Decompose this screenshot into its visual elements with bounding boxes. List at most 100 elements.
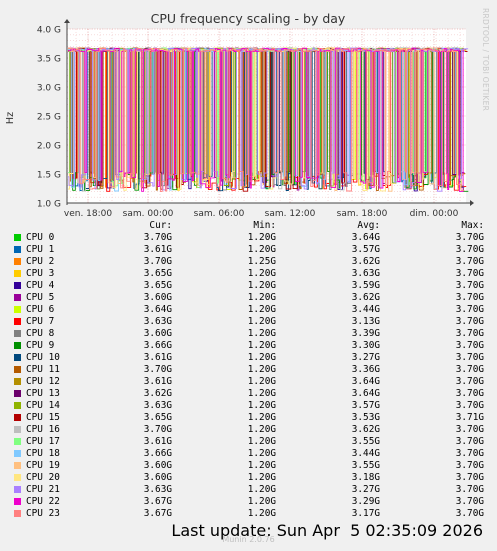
legend-row: CPU 7 3.63G 1.20G 3.13G 3.70G — [0, 316, 497, 328]
legend-avg-value: 3.53G — [351, 412, 380, 423]
legend-header-cur: Cur: — [149, 220, 172, 231]
legend-cur-value: 3.67G — [143, 508, 172, 519]
x-tick-label: ven. 18:00 — [64, 209, 112, 218]
legend-cur-value: 3.63G — [143, 400, 172, 411]
legend-cur-value: 3.65G — [143, 412, 172, 423]
legend-cur-value: 3.66G — [143, 448, 172, 459]
legend-min-value: 1.20G — [247, 436, 276, 447]
legend-series-name: CPU 1 — [26, 244, 55, 255]
y-axis-label: Hz — [5, 112, 16, 124]
y-tick-label: 1.0 G — [37, 200, 61, 210]
cpu-frequency-graph: CPU frequency scaling - by day Hz 1.0 G1… — [5, 11, 474, 218]
legend-max-value: 3.70G — [455, 424, 484, 435]
legend-row: CPU 6 3.64G 1.20G 3.44G 3.70G — [0, 304, 497, 316]
legend: Cur: Min: Avg: Max: CPU 0 3.70G 1.20G 3.64G… — [0, 220, 497, 520]
legend-row: CPU 9 3.66G 1.20G 3.30G 3.70G — [0, 340, 497, 352]
legend-avg-value: 3.64G — [351, 388, 380, 399]
legend-min-value: 1.20G — [247, 508, 276, 519]
legend-avg-value: 3.62G — [351, 292, 380, 303]
legend-swatch — [14, 318, 21, 325]
legend-avg-value: 3.39G — [351, 328, 380, 339]
legend-swatch — [14, 258, 21, 265]
legend-min-value: 1.20G — [247, 304, 276, 315]
munin-version: Munin 2.0.76 — [222, 535, 275, 544]
y-tick-label: 1.5 G — [37, 171, 61, 181]
legend-cur-value: 3.65G — [143, 268, 172, 279]
legend-max-value: 3.70G — [455, 364, 484, 375]
x-tick-labels: ven. 18:00 sam. 00:00 sam. 06:00 sam. 12:00… — [64, 209, 459, 218]
legend-avg-value: 3.55G — [351, 436, 380, 447]
legend-swatch — [14, 438, 21, 445]
axes — [64, 19, 474, 206]
legend-swatch — [14, 462, 21, 469]
legend-cur-value: 3.70G — [143, 256, 172, 267]
legend-swatch — [14, 246, 21, 253]
legend-row: CPU 13 3.62G 1.20G 3.64G 3.70G — [0, 388, 497, 400]
legend-swatch — [14, 330, 21, 337]
legend-avg-value: 3.27G — [351, 484, 380, 495]
legend-swatch — [14, 354, 21, 361]
legend-cur-value: 3.63G — [143, 316, 172, 327]
legend-min-value: 1.20G — [247, 280, 276, 291]
x-tick-label: sam. 00:00 — [123, 209, 174, 218]
legend-avg-value: 3.13G — [351, 316, 380, 327]
legend-avg-value: 3.18G — [351, 472, 380, 483]
legend-avg-value: 3.30G — [351, 340, 380, 351]
legend-row: CPU 5 3.60G 1.20G 3.62G 3.70G — [0, 292, 497, 304]
legend-cur-value: 3.70G — [143, 424, 172, 435]
legend-series-name: CPU 6 — [26, 304, 55, 315]
legend-max-value: 3.70G — [455, 448, 484, 459]
legend-avg-value: 3.57G — [351, 244, 380, 255]
legend-max-value: 3.70G — [455, 376, 484, 387]
legend-row: CPU 23 3.67G 1.20G 3.17G 3.70G — [0, 508, 497, 520]
legend-row: CPU 20 3.60G 1.20G 3.18G 3.70G — [0, 472, 497, 484]
legend-row: CPU 15 3.65G 1.20G 3.53G 3.71G — [0, 412, 497, 424]
legend-avg-value: 3.63G — [351, 268, 380, 279]
legend-series-name: CPU 11 — [26, 364, 60, 375]
legend-series-name: CPU 19 — [26, 460, 60, 471]
legend-avg-value: 3.36G — [351, 364, 380, 375]
legend-avg-value: 3.64G — [351, 232, 380, 243]
legend-min-value: 1.20G — [247, 376, 276, 387]
legend-series-name: CPU 16 — [26, 424, 60, 435]
legend-cur-value: 3.63G — [143, 484, 172, 495]
legend-avg-value: 3.57G — [351, 400, 380, 411]
x-tick-label: dim. 00:00 — [410, 209, 459, 218]
legend-swatch — [14, 366, 21, 373]
legend-row: CPU 12 3.61G 1.20G 3.64G 3.70G — [0, 376, 497, 388]
series-line — [68, 47, 465, 192]
last-update: Last update: Sun Apr 5 02:35:09 2026 — [171, 521, 483, 540]
legend-min-value: 1.20G — [247, 328, 276, 339]
legend-series-name: CPU 14 — [26, 400, 60, 411]
legend-max-value: 3.70G — [455, 304, 484, 315]
legend-swatch — [14, 282, 21, 289]
legend-swatch — [14, 450, 21, 457]
y-tick-label: 3.0 G — [37, 84, 61, 94]
legend-swatch — [14, 486, 21, 493]
legend-min-value: 1.20G — [247, 340, 276, 351]
legend-max-value: 3.70G — [455, 460, 484, 471]
legend-row: CPU 21 3.63G 1.20G 3.27G 3.70G — [0, 484, 497, 496]
legend-min-value: 1.20G — [247, 244, 276, 255]
x-tick-label: sam. 18:00 — [337, 209, 388, 218]
legend-max-value: 3.70G — [455, 232, 484, 243]
legend-swatch — [14, 426, 21, 433]
legend-swatch — [14, 474, 21, 481]
legend-max-value: 3.70G — [455, 472, 484, 483]
legend-series-name: CPU 21 — [26, 484, 60, 495]
legend-min-value: 1.20G — [247, 460, 276, 471]
legend-row: CPU 8 3.60G 1.20G 3.39G 3.70G — [0, 328, 497, 340]
legend-row: CPU 19 3.60G 1.20G 3.55G 3.70G — [0, 460, 497, 472]
legend-swatch — [14, 498, 21, 505]
legend-series-name: CPU 2 — [26, 256, 55, 267]
legend-row: CPU 10 3.61G 1.20G 3.27G 3.70G — [0, 352, 497, 364]
y-tick-label: 4.0 G — [37, 26, 61, 36]
legend-header: Cur: Min: Avg: Max: — [0, 220, 497, 232]
legend-min-value: 1.20G — [247, 448, 276, 459]
legend-series-name: CPU 7 — [26, 316, 55, 327]
legend-row: CPU 0 3.70G 1.20G 3.64G 3.70G — [0, 232, 497, 244]
legend-cur-value: 3.64G — [143, 304, 172, 315]
legend-max-value: 3.70G — [455, 484, 484, 495]
legend-series-name: CPU 23 — [26, 508, 60, 519]
legend-series-name: CPU 5 — [26, 292, 55, 303]
